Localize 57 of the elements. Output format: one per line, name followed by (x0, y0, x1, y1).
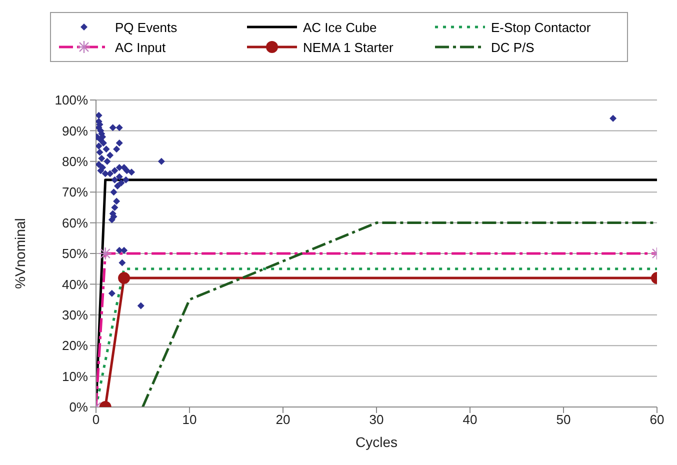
point (120, 246, 128, 254)
point (97, 167, 104, 174)
point (116, 124, 123, 132)
point (114, 182, 122, 190)
x-tick-label: 10 (182, 412, 197, 428)
point (110, 188, 118, 196)
y-axis-title: %Vnominal (12, 218, 28, 289)
point (96, 160, 102, 168)
point (106, 152, 114, 159)
legend-label: PQ Events (115, 20, 178, 34)
point (123, 167, 130, 174)
y-tick-label: 0% (69, 400, 88, 415)
legend-label: DC P/S (491, 40, 534, 54)
point (128, 168, 136, 176)
point (108, 290, 116, 297)
point (96, 148, 104, 156)
point (118, 259, 126, 266)
point (122, 176, 130, 184)
x-axis-title: Cycles (355, 434, 398, 450)
x-tick-label: 40 (462, 412, 478, 428)
y-tick-label: 60% (62, 215, 88, 230)
point (96, 112, 102, 119)
legend-label: AC Ice Cube (303, 20, 377, 34)
y-tick-label: 30% (62, 308, 88, 323)
point (102, 146, 110, 153)
point (98, 154, 106, 162)
y-tick-label: 90% (62, 123, 88, 138)
y-tick-label: 80% (62, 154, 88, 170)
point (96, 142, 102, 150)
x-tick-label: 20 (276, 412, 290, 428)
point (137, 302, 144, 310)
y-tick-label: 10% (62, 368, 88, 384)
point (106, 170, 114, 178)
point (158, 158, 165, 165)
point (100, 139, 107, 146)
point (111, 176, 118, 184)
point (111, 204, 118, 211)
point (104, 158, 111, 165)
x-tick-label: 0 (92, 412, 100, 428)
legend-label: AC Input (115, 40, 166, 54)
point (116, 139, 123, 146)
y-tick-label: 40% (62, 276, 88, 292)
legend-label: NEMA 1 Starter (303, 40, 394, 54)
y-tick-label: 70% (62, 184, 88, 200)
point (109, 124, 116, 132)
point (113, 198, 120, 205)
point (113, 146, 120, 153)
x-tick-label: 30 (369, 412, 384, 428)
y-tick-label: 20% (62, 338, 88, 354)
x-tick-label: 60 (650, 412, 664, 428)
point (111, 167, 118, 174)
point (116, 173, 123, 180)
legend-label: E-Stop Contactor (491, 20, 591, 34)
x-tick-label: 50 (556, 412, 571, 428)
point (116, 164, 123, 172)
y-tick-label: 100% (54, 92, 88, 108)
y-tick-label: 50% (62, 246, 88, 262)
